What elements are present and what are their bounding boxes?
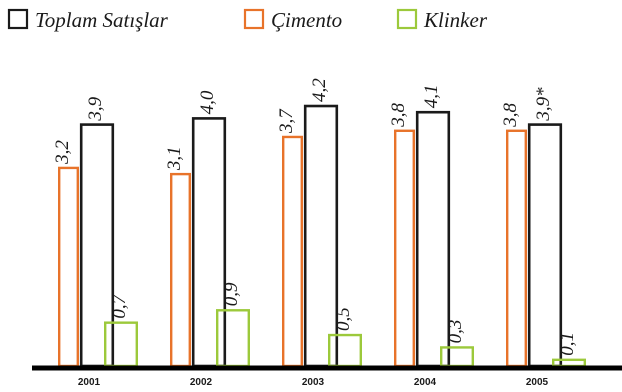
bar-toplam-satislar-2001 — [79, 123, 115, 368]
x-tick-label-2003: 2003 — [302, 377, 325, 388]
legend-label-toplam-satislar: Toplam Satışlar — [35, 8, 169, 32]
bar-klinker-2003 — [328, 333, 363, 368]
bar-toplam-satislar-2005 — [527, 123, 563, 368]
legend-swatch-klinker — [396, 8, 418, 30]
legend-label-klinker: Klinker — [423, 8, 488, 32]
legend-label-cimento: Çimento — [271, 8, 342, 32]
x-tick-label-2001: 2001 — [78, 377, 101, 388]
value-label-cimento-2003: 3,7 — [276, 108, 297, 134]
value-label-cimento-2005: 3,8 — [500, 103, 521, 128]
legend-swatch-toplam-satislar — [7, 8, 29, 30]
value-label-toplam-satislar-2003: 4,2 — [309, 78, 330, 102]
value-label-toplam-satislar-2001: 3,9 — [85, 96, 106, 121]
value-label-cimento-2004: 3,8 — [388, 103, 409, 128]
x-tick-label-2004: 2004 — [414, 377, 437, 388]
x-tick-label-2005: 2005 — [526, 377, 549, 388]
bars-group — [58, 104, 587, 368]
bar-cimento-2003 — [282, 135, 304, 368]
bar-klinker-2002 — [215, 309, 250, 368]
value-label-klinker-2004: 0,3 — [445, 320, 466, 344]
bar-klinker-2004 — [440, 346, 475, 368]
bar-cimento-2004 — [394, 129, 416, 368]
bar-cimento-2005 — [506, 129, 528, 368]
bar-klinker-2005 — [552, 358, 587, 368]
bar-cimento-2001 — [58, 166, 80, 368]
value-label-klinker-2002: 0,9 — [221, 282, 242, 306]
bar-toplam-satislar-2002 — [191, 117, 227, 368]
bar-cimento-2002 — [169, 172, 191, 368]
value-label-toplam-satislar-2002: 4,0 — [197, 90, 218, 114]
value-label-toplam-satislar-2004: 4,1 — [421, 84, 442, 108]
value-label-klinker-2001: 0,7 — [109, 293, 130, 318]
value-label-klinker-2005: 0,1 — [557, 332, 578, 356]
value-label-toplam-satislar-2005: 3,9* — [533, 87, 554, 122]
value-label-klinker-2003: 0,5 — [333, 307, 354, 331]
bar-klinker-2001 — [103, 321, 138, 368]
x-tick-labels: 2001 2002 2003 2004 2005 — [78, 377, 549, 388]
x-tick-label-2002: 2002 — [190, 377, 213, 388]
legend-swatch-cimento — [243, 8, 265, 30]
value-label-cimento-2001: 3,2 — [52, 140, 73, 165]
chart-legend: Toplam Satışlar Çimento Klinker — [7, 8, 488, 32]
value-labels-group: 3,2 3,9 0,7 3,1 4,0 0,9 3,7 4,2 0,5 3,8 4,1 0,3 3,8 3… — [52, 78, 578, 356]
value-label-cimento-2002: 3,1 — [164, 146, 185, 171]
